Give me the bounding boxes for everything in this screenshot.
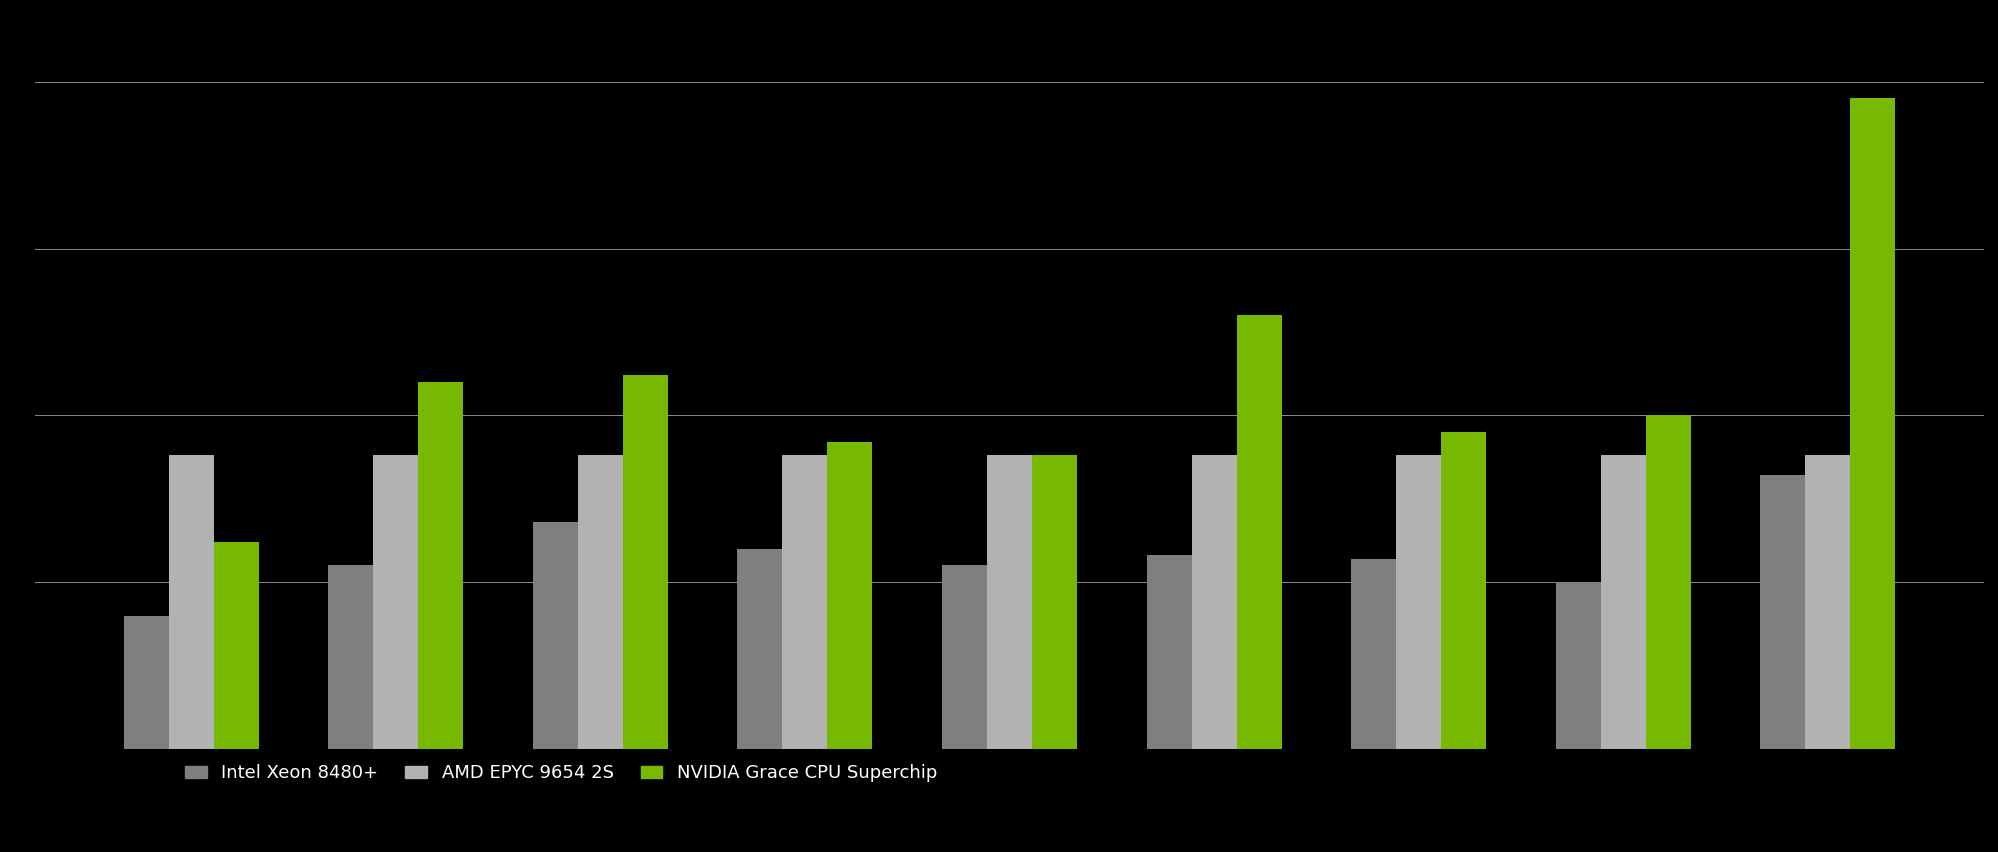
Legend: Intel Xeon 8480+, AMD EPYC 9654 2S, NVIDIA Grace CPU Superchip: Intel Xeon 8480+, AMD EPYC 9654 2S, NVID… [176,755,945,792]
Bar [1804,455,1850,749]
Bar [124,615,168,749]
Bar [1237,315,1281,749]
Bar [1147,556,1191,749]
Bar [987,455,1031,749]
Bar [1395,455,1441,749]
Bar [1191,455,1237,749]
Bar [941,566,987,749]
Bar [1600,455,1644,749]
Bar [1554,582,1600,749]
Bar [1031,455,1077,749]
Bar [1351,559,1395,749]
Bar [577,455,623,749]
Bar [827,442,871,749]
Bar [1644,416,1690,749]
Bar [328,566,374,749]
Bar [533,522,577,749]
Bar [781,455,827,749]
Bar [374,455,418,749]
Bar [418,382,464,749]
Bar [737,549,781,749]
Bar [214,542,258,749]
Bar [1850,99,1894,749]
Bar [1760,475,1804,749]
Bar [168,455,214,749]
Bar [623,376,667,749]
Bar [1441,432,1485,749]
